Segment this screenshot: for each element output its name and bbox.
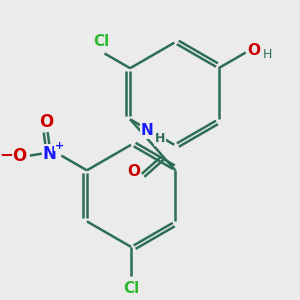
Text: H: H: [155, 132, 165, 145]
Text: O: O: [12, 147, 26, 165]
Text: H: H: [263, 48, 272, 61]
Text: O: O: [40, 113, 54, 131]
Text: −: −: [0, 145, 13, 163]
Text: +: +: [55, 141, 64, 151]
Text: O: O: [128, 164, 140, 179]
Text: N: N: [43, 145, 56, 163]
Text: Cl: Cl: [94, 34, 110, 49]
Text: N: N: [141, 123, 154, 138]
Text: O: O: [247, 43, 260, 58]
Text: Cl: Cl: [123, 281, 139, 296]
